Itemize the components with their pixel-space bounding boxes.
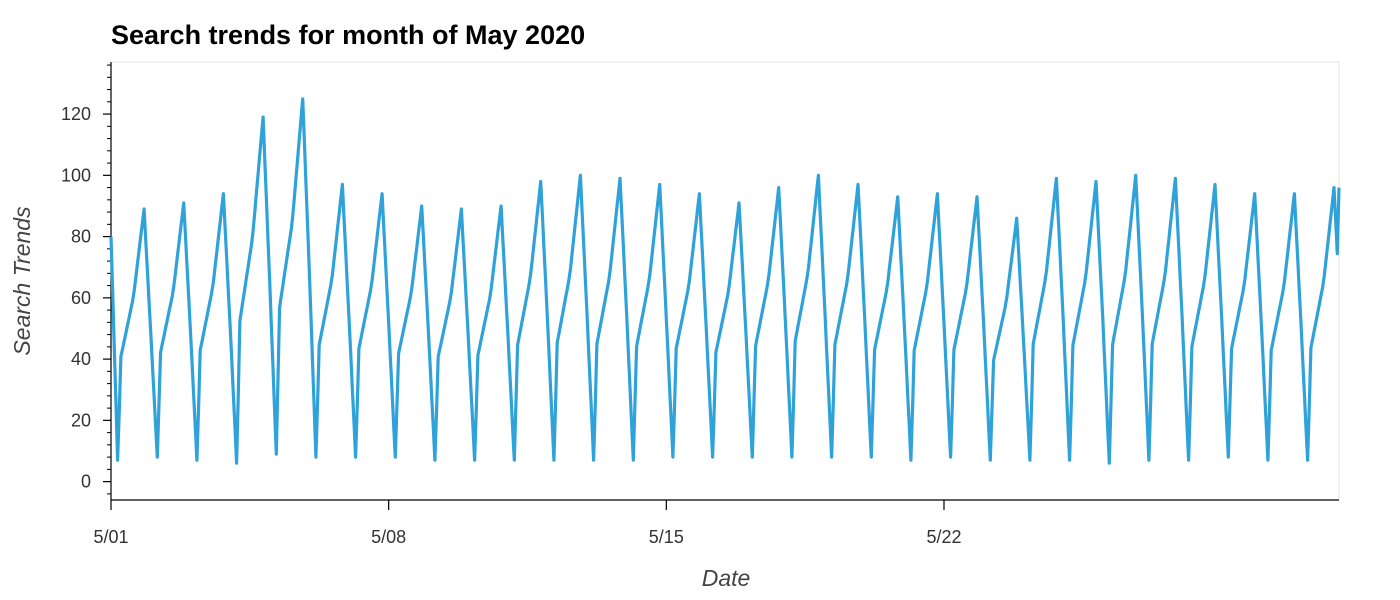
chart-title: Search trends for month of May 2020 [111, 20, 585, 50]
y-axis-label: Search Trends [9, 206, 35, 356]
y-tick-label: 100 [61, 165, 91, 185]
y-tick-label: 60 [71, 288, 91, 308]
y-axis: 0 20 40 60 80 100 120 [61, 62, 112, 500]
x-axis-label: Date [702, 565, 751, 591]
y-tick-label: 0 [81, 472, 91, 492]
y-tick-label: 20 [71, 410, 91, 430]
x-axis: 5/01 5/08 5/15 5/22 [93, 499, 1339, 547]
plot-frame [110, 61, 1340, 501]
y-tick-label: 40 [71, 349, 91, 369]
x-tick-label: 5/15 [649, 527, 684, 547]
y-tick-label: 120 [61, 104, 91, 124]
x-tick-label: 5/08 [371, 527, 406, 547]
y-tick-label: 80 [71, 227, 91, 247]
series-line [109, 97, 1341, 465]
series-layer [109, 97, 1341, 465]
x-tick-label: 5/22 [926, 527, 961, 547]
x-tick-label: 5/01 [93, 527, 128, 547]
